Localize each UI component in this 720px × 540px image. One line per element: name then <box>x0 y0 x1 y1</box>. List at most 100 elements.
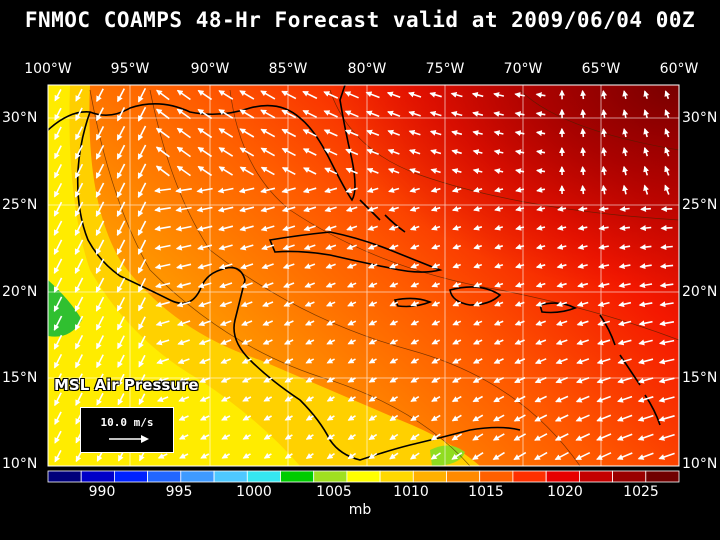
wind-arrow <box>155 127 170 139</box>
wind-arrow <box>345 167 358 175</box>
wind-arrow <box>555 339 568 346</box>
wind-arrow <box>431 358 441 364</box>
wind-arrow <box>430 168 441 174</box>
wind-arrow <box>555 358 568 365</box>
wind-arrow <box>451 452 463 460</box>
wind-arrow <box>431 224 441 231</box>
wind-arrow <box>284 339 294 345</box>
wind-arrow <box>576 339 589 346</box>
wind-arrow <box>347 357 356 364</box>
wind-arrow <box>282 244 295 251</box>
colorbar-swatch <box>545 470 580 483</box>
wind-arrow <box>323 129 338 137</box>
wind-arrow <box>324 187 338 194</box>
wind-arrow <box>494 300 504 307</box>
wind-arrow <box>117 335 125 350</box>
wind-arrow <box>199 415 210 421</box>
wind-arrow <box>472 433 484 441</box>
wind-arrow <box>472 168 483 175</box>
wind-arrow <box>472 130 483 136</box>
wind-arrow <box>618 301 632 308</box>
wind-arrow <box>534 358 547 365</box>
wind-arrow <box>218 147 234 157</box>
wind-arrow <box>389 338 398 345</box>
wind-arrow <box>75 88 83 102</box>
colorbar-tick-label: 1010 <box>393 484 429 500</box>
wind-arrow <box>302 187 317 194</box>
lat-label: 15°N <box>2 370 38 386</box>
wind-arrow <box>54 430 62 444</box>
wind-arrow <box>494 224 504 231</box>
wind-arrow <box>580 147 587 157</box>
colorbar-tick-label: 995 <box>165 484 193 500</box>
map-title: FNMOC COAMPS 48-Hr Forecast valid at 200… <box>24 8 696 32</box>
wind-arrow <box>638 320 653 327</box>
reference-arrow-icon <box>109 435 149 443</box>
wind-arrow <box>263 377 273 383</box>
wind-arrow <box>535 339 547 345</box>
colorbar-swatch <box>346 470 381 483</box>
wind-arrow <box>176 263 192 270</box>
wind-arrow <box>217 206 234 213</box>
wind-arrow <box>326 320 336 326</box>
reference-vector-label: 10.0 m/s <box>100 416 154 429</box>
wind-arrow <box>597 301 610 308</box>
wind-arrow <box>325 263 336 269</box>
wind-arrow <box>659 301 674 308</box>
wind-arrow <box>536 224 546 231</box>
wind-arrow <box>389 396 399 402</box>
wind-arrow <box>536 186 546 193</box>
wind-arrow <box>116 220 126 236</box>
wind-arrow <box>326 433 335 440</box>
wind-arrow <box>218 128 234 138</box>
wind-arrow <box>260 187 276 194</box>
wind-arrow <box>95 335 105 350</box>
wind-arrow <box>493 339 504 345</box>
wind-arrow <box>575 433 591 441</box>
wind-arrow <box>155 108 170 120</box>
wind-arrow <box>535 111 546 118</box>
wind-arrow <box>116 144 126 160</box>
colorbar-swatch <box>479 470 514 483</box>
wind-arrow <box>515 224 525 231</box>
wind-arrow <box>472 149 483 156</box>
wind-arrow <box>580 128 587 138</box>
wind-arrow <box>601 128 608 138</box>
wind-arrow <box>535 281 546 288</box>
wind-arrow <box>534 395 547 403</box>
wind-arrow <box>451 149 462 155</box>
wind-arrow <box>659 320 675 327</box>
wind-arrow <box>323 110 338 118</box>
wind-arrow <box>281 206 296 213</box>
wind-arrow <box>639 282 653 289</box>
wind-arrow <box>137 163 147 179</box>
wind-arrow <box>637 396 654 403</box>
wind-arrow <box>95 126 105 141</box>
lon-label: 75°W <box>425 61 465 77</box>
colorbar-swatch <box>446 470 481 483</box>
wind-arrow <box>241 358 252 364</box>
map-frame <box>47 84 680 467</box>
wind-arrow <box>95 258 105 274</box>
lon-label: 70°W <box>503 61 543 77</box>
wind-arrow <box>326 376 335 383</box>
wind-arrow <box>494 186 504 193</box>
wind-arrow <box>410 281 420 288</box>
wind-arrow <box>515 262 525 269</box>
wind-arrow <box>556 282 567 288</box>
wind-arrow <box>430 149 442 155</box>
wind-arrow <box>199 377 211 383</box>
wind-arrow <box>596 395 611 403</box>
wind-arrow <box>220 377 231 383</box>
wind-arrow <box>367 263 378 269</box>
wind-arrow <box>452 339 462 345</box>
wind-arrow <box>95 201 105 217</box>
wind-arrow <box>323 148 338 156</box>
wind-arrow <box>304 320 315 326</box>
colorbar-swatch <box>379 470 414 483</box>
wind-arrow <box>281 187 296 194</box>
lon-label: 100°W <box>24 61 72 77</box>
wind-arrow <box>326 338 336 345</box>
wind-arrow <box>218 225 234 232</box>
wind-arrow <box>74 201 84 217</box>
